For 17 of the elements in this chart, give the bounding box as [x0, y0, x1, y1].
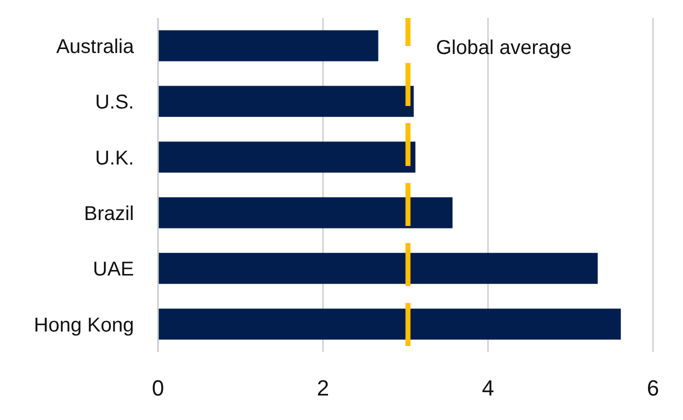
y-tick-label: U.S.	[95, 92, 134, 114]
x-tick-label: 0	[152, 376, 164, 401]
y-tick-label: UAE	[92, 258, 134, 281]
bar	[158, 252, 598, 284]
x-tick-label: 2	[316, 376, 330, 401]
y-tick-label: Brazil	[84, 202, 134, 225]
bar	[158, 142, 416, 173]
bar	[158, 197, 453, 228]
y-tick-label: U.K.	[95, 147, 134, 170]
ref-line-label: Global average	[436, 37, 572, 59]
bar	[158, 308, 621, 340]
y-tick-label: Australia	[56, 36, 135, 58]
x-tick-label: 6	[646, 376, 660, 401]
x-tick-label: 4	[482, 376, 494, 401]
y-tick-label: Hong Kong	[34, 314, 134, 336]
bar	[158, 86, 414, 117]
bar	[158, 30, 378, 62]
